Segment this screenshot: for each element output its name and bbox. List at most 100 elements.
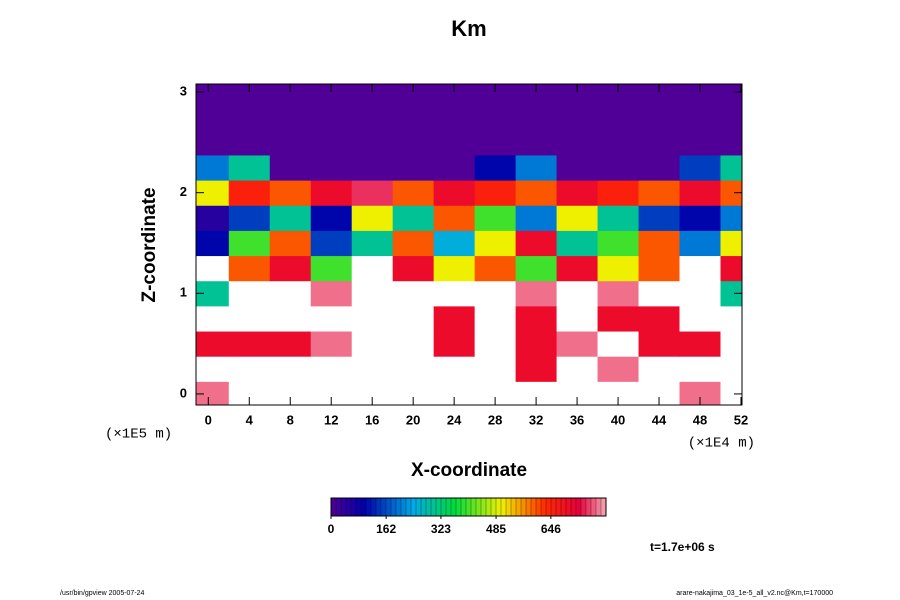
field-cell <box>196 230 230 257</box>
field-cell <box>597 356 640 382</box>
field-cell <box>556 230 599 257</box>
field-cell <box>310 255 353 282</box>
field-cell <box>310 154 353 181</box>
x-unit: (×1E4 m) <box>688 436 755 452</box>
x-tick-label: 24 <box>447 412 462 427</box>
field-cell <box>351 305 394 332</box>
field-cell <box>679 230 721 257</box>
colorbar-segment <box>380 497 387 517</box>
colorbar-segment <box>560 497 567 517</box>
field-cell <box>351 129 394 156</box>
field-cell <box>392 381 435 405</box>
field-cell <box>433 129 476 156</box>
field-cell <box>392 180 435 206</box>
field-cell <box>556 381 599 405</box>
field-cell <box>351 331 394 357</box>
field-cell <box>679 255 721 282</box>
field-cell <box>351 154 394 181</box>
field-cell <box>196 154 230 181</box>
colorbar-segment <box>435 497 442 517</box>
colorbar-frame <box>330 497 607 517</box>
field-cell <box>720 84 742 106</box>
y-unit: (×1E5 m) <box>105 427 172 443</box>
field-cell <box>228 129 271 156</box>
field-cell <box>679 180 721 206</box>
field-cell <box>474 356 517 382</box>
field-cell <box>310 356 353 382</box>
field-cell <box>269 331 312 357</box>
colorbar-segment <box>495 497 502 517</box>
field-cell <box>556 104 599 131</box>
field-cell <box>433 255 476 282</box>
colorbar-tick-label: 323 <box>431 522 451 536</box>
chart-title: Km <box>451 16 486 41</box>
field-cell <box>392 305 435 332</box>
field-cell <box>720 154 742 181</box>
colorbar-segment <box>555 497 562 517</box>
field-cell <box>679 331 721 357</box>
field-cell <box>720 280 742 307</box>
field-cell <box>433 104 476 131</box>
colorbar-segment <box>465 497 472 517</box>
field-cell <box>474 205 517 231</box>
field-cell <box>515 129 558 156</box>
colorbar-tick-label: 485 <box>486 522 506 536</box>
field-cell <box>679 205 721 231</box>
field-cell <box>392 280 435 307</box>
colorbar-segment <box>550 497 557 517</box>
field-cell <box>392 104 435 131</box>
field-cell <box>556 84 599 106</box>
field-cell <box>196 356 230 382</box>
field-cell <box>474 230 517 257</box>
field-cell <box>515 331 558 357</box>
x-tick-label: 28 <box>488 412 502 427</box>
colorbar-segment <box>570 497 577 517</box>
field-cell <box>351 180 394 206</box>
field-cell <box>638 84 681 106</box>
field-cell <box>196 205 230 231</box>
colorbar-segment <box>345 497 352 517</box>
field-cell <box>392 255 435 282</box>
field-cell <box>556 331 599 357</box>
field-cell <box>515 280 558 307</box>
field-cell <box>392 230 435 257</box>
colorbar-segment <box>335 497 342 517</box>
field-cell <box>196 331 230 357</box>
colorbar-tick-label: 646 <box>541 522 561 536</box>
colorbar-segment <box>450 497 457 517</box>
field-cell <box>228 205 271 231</box>
field-cell <box>228 280 271 307</box>
footer-left: /usr/bin/gpview 2005-07-24 <box>60 590 145 597</box>
colorbar-segment <box>400 497 407 517</box>
x-tick-label: 12 <box>324 412 338 427</box>
colorbar-segment <box>350 497 357 517</box>
field-cell <box>638 381 681 405</box>
x-tick-label: 44 <box>652 412 667 427</box>
field-cell <box>433 84 476 106</box>
field-cell <box>556 154 599 181</box>
field-cell <box>515 205 558 231</box>
x-tick-label: 0 <box>205 412 212 427</box>
field-cell <box>515 356 558 382</box>
x-tick-label: 40 <box>611 412 625 427</box>
field-cell <box>720 331 742 357</box>
field <box>196 84 742 405</box>
x-axis-label: X-coordinate <box>411 460 527 481</box>
field-cell <box>720 255 742 282</box>
colorbar-segment <box>340 497 347 517</box>
colorbar-segment <box>460 497 467 517</box>
field-cell <box>310 381 353 405</box>
field-cell <box>351 356 394 382</box>
colorbar-segment <box>500 497 507 517</box>
field-cell <box>310 280 353 307</box>
field-cell <box>310 230 353 257</box>
field-cell <box>228 180 271 206</box>
field-cell <box>196 129 230 156</box>
field-cell <box>433 230 476 257</box>
field-cell <box>269 104 312 131</box>
field-cell <box>196 180 230 206</box>
colorbar-segment <box>410 497 417 517</box>
colorbar-segment <box>515 497 522 517</box>
x-tick-label: 36 <box>570 412 584 427</box>
